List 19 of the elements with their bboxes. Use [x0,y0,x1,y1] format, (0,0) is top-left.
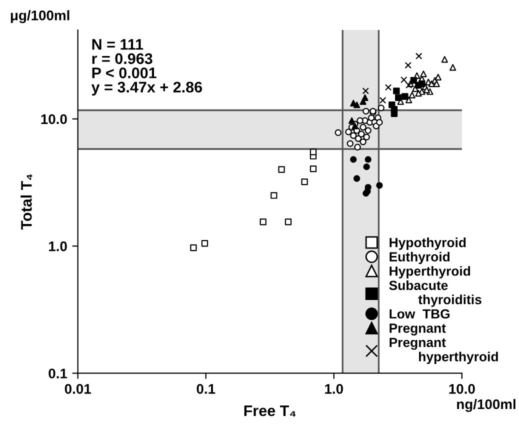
legend-label: Pregnant hyperthyroid [390,338,498,364]
x-tick-label: 10.0 [449,384,475,394]
legend-label: Hypothyroid [390,238,466,250]
y-tick-label: 10.0 [41,114,67,124]
legend-label: Hyperthyroid [390,266,470,278]
legend-label: Low TBG [390,309,450,319]
legend-label: Subacute thyroiditis [389,280,482,307]
x-axis-title: Free T₄ [244,405,296,416]
y-tick-label: 0.1 [48,368,68,378]
annotation: N = 111 r = 0.963 P < 0.001 y = 3.47x + 2.86 [91,39,202,96]
x-tick-label: 0.01 [64,384,91,394]
y-tick-label: 1.0 [49,241,67,252]
x-tick-label: 0.1 [196,384,216,394]
legend-label: Euthyroid [390,252,450,264]
text: μg/100ml [10,10,70,24]
text: ng/100ml [457,398,516,412]
y-axis-title: Total T₄ [20,174,32,230]
legend-label: Pregnant [390,324,446,336]
x-tick-label: 1.0 [325,384,343,394]
